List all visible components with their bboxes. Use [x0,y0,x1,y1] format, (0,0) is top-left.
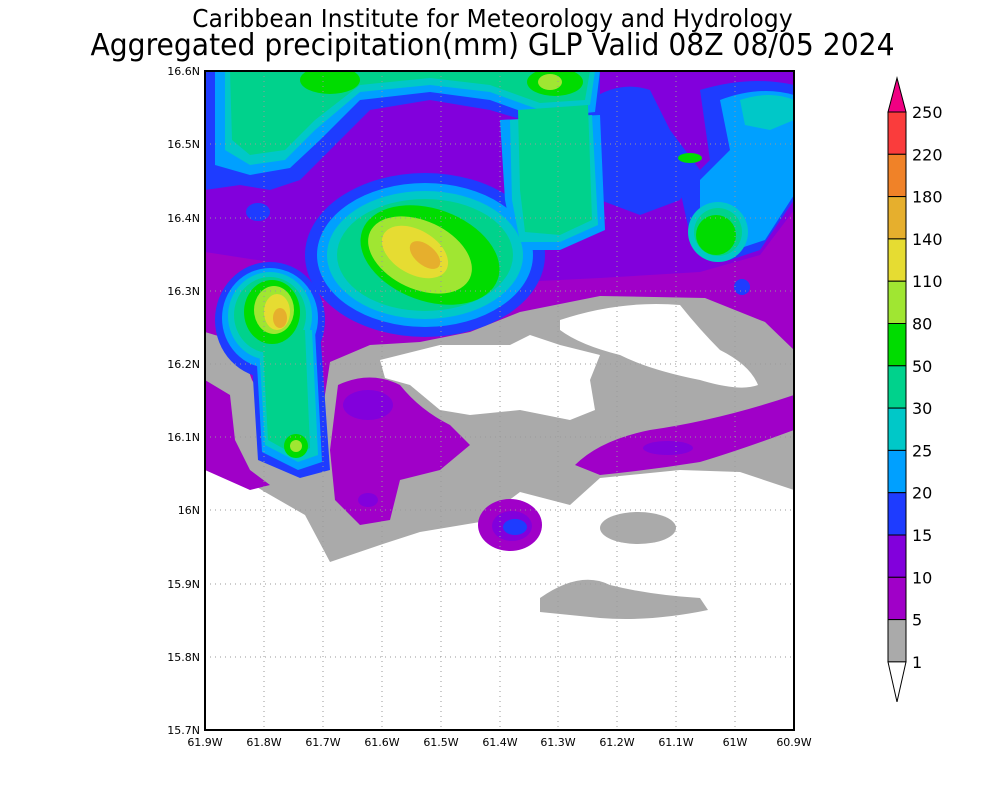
contour-5-10 [205,380,270,490]
lat-tick: 15.7N [167,724,200,737]
contour-10-15 [643,441,693,455]
colorbar-label: 140 [912,230,943,249]
colorbar-swatch [887,619,907,663]
colorbar-label: 25 [912,441,932,460]
colorbar-swatch [887,280,907,325]
colorbar-label: 80 [912,315,932,334]
colorbar-label: 10 [912,568,932,587]
lon-tick: 61W [723,736,748,749]
contour-10-15 [358,493,378,507]
contour-10-15 [343,390,393,420]
contour-15-20 [590,86,700,216]
institute-title: Caribbean Institute for Meteorology and … [192,4,793,33]
lon-tick: 60.9W [776,736,811,749]
lat-tick: 16.3N [167,285,200,298]
lat-tick: 16.1N [167,431,200,444]
colorbar-swatch [887,492,907,536]
contour-30-50 [262,330,310,455]
plot-frame [204,70,795,731]
lon-tick: 61.3W [540,736,575,749]
contour-1-5 [540,579,708,619]
lon-tick: 61.2W [599,736,634,749]
contour-140-180 [273,308,287,328]
map-title: Aggregated precipitation(mm) GLP Valid 0… [90,28,895,63]
colorbar-swatch [887,534,907,578]
no-rain-area [380,335,600,420]
contour-80-110 [538,74,562,90]
colorbar-label: 5 [912,611,922,630]
contour-140-180 [409,241,441,269]
colorbar-label: 110 [912,272,943,291]
contour-50-80 [300,71,360,94]
colorbar-swatch [887,196,907,240]
contour-1-5 [600,512,676,544]
contour-50-80 [678,153,702,163]
colorbar-swatch [887,153,907,198]
colorbar-legend: 250 220 180 140 110 80 50 30 25 20 15 10 5 1 [887,76,943,703]
lat-tick: 16N [178,504,200,517]
lon-tick: 61.8W [246,736,281,749]
lon-tick: 61.7W [305,736,340,749]
lat-tick: 16.6N [167,65,200,78]
colorbar-swatch [887,111,907,155]
colorbar-label: 1 [912,653,922,672]
colorbar-label: 50 [912,357,932,376]
colorbar-label: 30 [912,399,932,418]
contour-15-20 [246,203,270,221]
lat-tick: 16.5N [167,138,200,151]
contour-15-20 [734,279,750,295]
colorbar-label: 15 [912,526,932,545]
no-rain-area [560,304,758,388]
lat-axis: 16.6N 16.5N 16.4N 16.3N 16.2N 16.1N 16N … [167,65,200,737]
contour-5-10 [575,395,794,475]
colorbar-over-arrow [887,76,907,113]
lon-tick: 61.4W [482,736,517,749]
colorbar-label: 220 [912,145,943,164]
grid-lines [205,71,794,730]
lat-tick: 15.8N [167,651,200,664]
lat-tick: 16.2N [167,358,200,371]
contour-30-50 [518,105,592,235]
contour-50-80 [696,215,736,255]
lon-tick: 61.6W [364,736,399,749]
colorbar-label: 20 [912,484,932,503]
lat-tick: 16.4N [167,212,200,225]
colorbar-swatch [887,238,907,282]
contour-15-20 [503,519,527,535]
lon-tick: 61.1W [658,736,693,749]
colorbar-label: 180 [912,188,943,207]
colorbar-swatch [887,323,907,367]
colorbar-swatch [887,576,907,621]
lon-tick: 61.9W [187,736,222,749]
colorbar-label: 250 [912,103,943,122]
lon-axis: 61.9W 61.8W 61.7W 61.6W 61.5W 61.4W 61.3… [187,736,811,749]
contour-80-110 [290,440,302,452]
colorbar-swatch [887,449,907,494]
lat-tick: 15.9N [167,578,200,591]
lon-tick: 61.5W [423,736,458,749]
colorbar-under-arrow [887,661,907,703]
contour-25-30 [740,95,794,130]
colorbar-swatch [887,365,907,409]
colorbar-swatch [887,407,907,451]
